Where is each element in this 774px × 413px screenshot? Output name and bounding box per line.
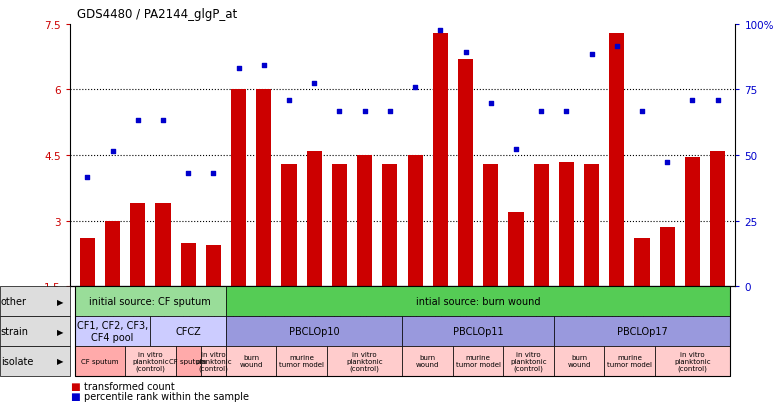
Text: initial source: CF sputum: initial source: CF sputum xyxy=(90,297,211,306)
Point xyxy=(535,109,547,115)
Text: ■: ■ xyxy=(70,381,80,391)
Text: CF sputum: CF sputum xyxy=(81,358,118,364)
Bar xyxy=(80,239,95,287)
Bar xyxy=(307,151,322,287)
Text: burn
wound: burn wound xyxy=(416,354,440,368)
Point xyxy=(384,109,396,115)
Point xyxy=(459,50,471,57)
Bar xyxy=(282,164,296,287)
Text: ▶: ▶ xyxy=(57,356,63,366)
Point xyxy=(207,170,220,176)
Point xyxy=(258,63,270,69)
Point xyxy=(106,148,118,154)
Text: CFCZ: CFCZ xyxy=(175,326,201,336)
Point xyxy=(687,98,699,104)
Point xyxy=(510,146,522,152)
Text: intial source: burn wound: intial source: burn wound xyxy=(416,297,540,306)
Text: in vitro
planktonic
(control): in vitro planktonic (control) xyxy=(346,351,383,371)
Bar xyxy=(433,33,448,287)
Bar xyxy=(130,204,146,287)
Bar xyxy=(509,212,523,287)
Text: strain: strain xyxy=(1,326,29,336)
Text: murine
tumor model: murine tumor model xyxy=(607,354,652,368)
Bar xyxy=(231,90,246,287)
Bar xyxy=(584,164,599,287)
Point xyxy=(485,100,497,107)
Text: other: other xyxy=(1,297,27,306)
Text: CF sputum: CF sputum xyxy=(170,358,207,364)
Bar xyxy=(156,204,170,287)
Point xyxy=(661,159,673,166)
Text: PBCLOp11: PBCLOp11 xyxy=(453,326,503,336)
Bar xyxy=(256,90,272,287)
Text: murine
tumor model: murine tumor model xyxy=(456,354,501,368)
Bar xyxy=(458,60,473,287)
Text: ▶: ▶ xyxy=(57,297,63,306)
Text: in vitro
planktonic
(control): in vitro planktonic (control) xyxy=(132,351,169,371)
Bar xyxy=(635,239,649,287)
Point xyxy=(232,65,245,72)
Bar xyxy=(105,221,120,287)
Point xyxy=(308,81,320,87)
Point xyxy=(409,85,421,91)
Text: isolate: isolate xyxy=(1,356,33,366)
Bar xyxy=(206,245,221,287)
Text: PBCLOp10: PBCLOp10 xyxy=(289,326,340,336)
Bar xyxy=(180,243,196,287)
Text: PBCLOp17: PBCLOp17 xyxy=(617,326,667,336)
Text: in vitro
planktonic
(control): in vitro planktonic (control) xyxy=(510,351,547,371)
Text: CF1, CF2, CF3,
CF4 pool: CF1, CF2, CF3, CF4 pool xyxy=(77,320,148,342)
Point xyxy=(585,52,598,59)
Point xyxy=(635,109,648,115)
Bar xyxy=(533,164,549,287)
Text: burn
wound: burn wound xyxy=(567,354,591,368)
Bar xyxy=(659,228,675,287)
Point xyxy=(334,109,346,115)
Bar xyxy=(559,162,574,287)
Point xyxy=(711,98,724,104)
Bar xyxy=(710,151,725,287)
Point xyxy=(132,117,144,124)
Bar xyxy=(382,164,397,287)
Point xyxy=(157,117,170,124)
Text: GDS4480 / PA2144_glgP_at: GDS4480 / PA2144_glgP_at xyxy=(77,8,238,21)
Text: murine
tumor model: murine tumor model xyxy=(279,354,324,368)
Bar xyxy=(408,156,423,287)
Text: ▶: ▶ xyxy=(57,327,63,336)
Point xyxy=(560,109,573,115)
Text: ■: ■ xyxy=(70,392,80,401)
Text: transformed count: transformed count xyxy=(84,381,174,391)
Text: burn
wound: burn wound xyxy=(239,354,263,368)
Text: in vitro
planktonic
(control): in vitro planktonic (control) xyxy=(674,351,711,371)
Point xyxy=(81,174,94,181)
Bar xyxy=(483,164,498,287)
Text: in vitro
planktonic
(control): in vitro planktonic (control) xyxy=(195,351,231,371)
Point xyxy=(434,28,447,35)
Point xyxy=(283,98,295,104)
Point xyxy=(182,170,194,176)
Point xyxy=(358,109,371,115)
Bar xyxy=(332,164,347,287)
Bar xyxy=(609,33,625,287)
Text: percentile rank within the sample: percentile rank within the sample xyxy=(84,392,248,401)
Point xyxy=(611,43,623,50)
Bar xyxy=(357,156,372,287)
Bar xyxy=(685,158,700,287)
